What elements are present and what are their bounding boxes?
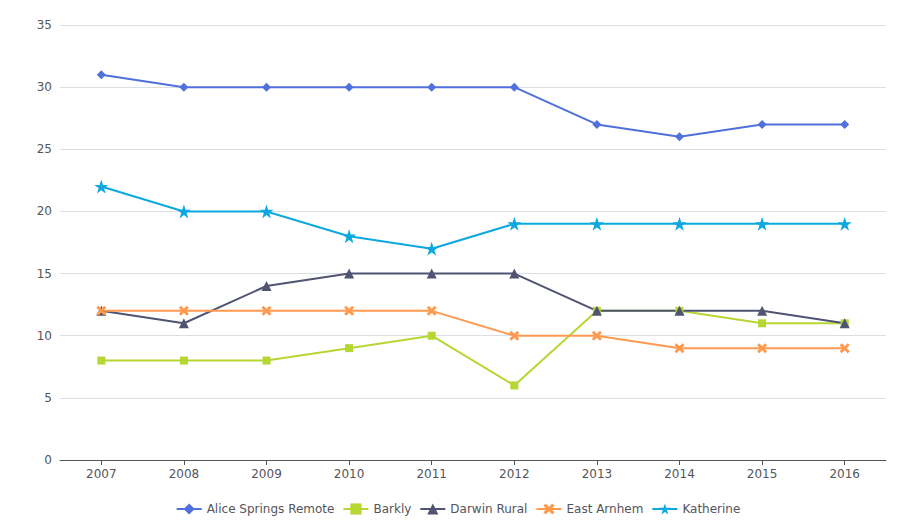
svg-text:0: 0	[44, 453, 52, 467]
svg-text:2008: 2008	[169, 467, 200, 481]
svg-text:Alice Springs Remote: Alice Springs Remote	[207, 502, 335, 516]
svg-text:2014: 2014	[664, 467, 695, 481]
svg-text:Darwin Rural: Darwin Rural	[450, 502, 527, 516]
svg-text:East Arnhem: East Arnhem	[566, 502, 643, 516]
svg-text:25: 25	[37, 142, 52, 156]
svg-text:Barkly: Barkly	[373, 502, 411, 516]
svg-text:2015: 2015	[747, 467, 778, 481]
svg-text:2007: 2007	[86, 467, 117, 481]
svg-text:20: 20	[37, 204, 52, 218]
svg-text:30: 30	[37, 80, 52, 94]
svg-text:2016: 2016	[829, 467, 860, 481]
svg-text:5: 5	[44, 391, 52, 405]
svg-text:2009: 2009	[251, 467, 282, 481]
svg-text:2011: 2011	[416, 467, 447, 481]
svg-text:2013: 2013	[582, 467, 613, 481]
svg-text:2012: 2012	[499, 467, 530, 481]
svg-text:Katherine: Katherine	[682, 502, 740, 516]
svg-text:35: 35	[37, 18, 52, 32]
svg-text:2010: 2010	[334, 467, 365, 481]
svg-text:10: 10	[37, 329, 52, 343]
svg-text:15: 15	[37, 267, 52, 281]
